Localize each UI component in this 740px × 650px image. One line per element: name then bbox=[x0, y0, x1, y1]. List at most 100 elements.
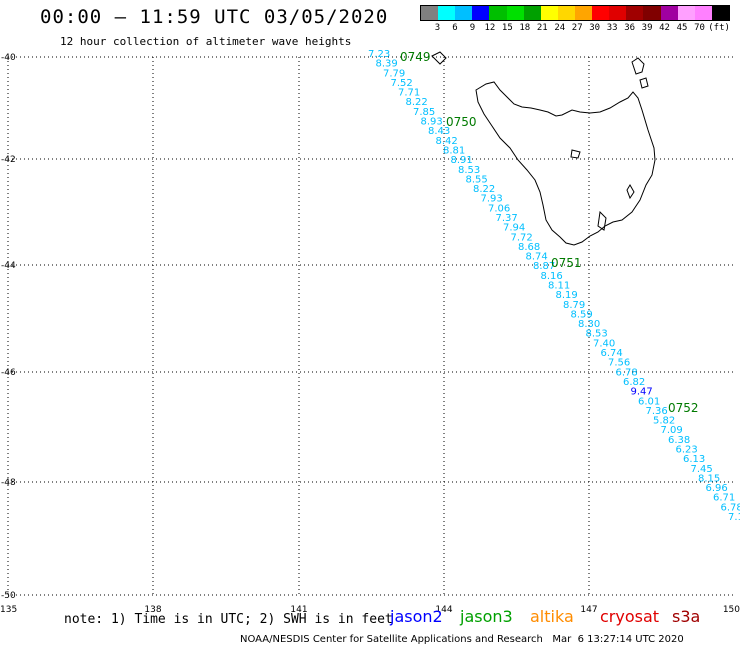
color-swatch bbox=[643, 6, 661, 20]
swh-value-label: 8.68 bbox=[518, 242, 540, 253]
latitude-label: -44 bbox=[1, 261, 16, 271]
color-swatch bbox=[711, 6, 729, 20]
legend-cryosat: cryosat bbox=[600, 607, 660, 626]
color-swatch bbox=[540, 6, 558, 20]
swh-value-label: 7.23 bbox=[368, 49, 390, 60]
swh-value-label: 6.71 bbox=[713, 493, 735, 504]
swh-value-label: 7.71 bbox=[398, 88, 420, 99]
flinders-island bbox=[631, 57, 645, 75]
color-scale-label: 39 bbox=[641, 23, 653, 33]
color-scale-label: 27 bbox=[571, 23, 583, 33]
color-scale-label: 6 bbox=[452, 23, 458, 33]
swh-value-label: 7.37 bbox=[496, 213, 518, 224]
swh-value-label: 8.22 bbox=[473, 184, 495, 195]
map-subtitle: 12 hour collection of altimeter wave hei… bbox=[60, 35, 352, 48]
swh-value-label: 7.94 bbox=[503, 223, 525, 234]
color-scale-label: 3 bbox=[434, 23, 441, 33]
swh-value-label: 6.01 bbox=[638, 396, 660, 407]
swh-value-label: 6.23 bbox=[676, 444, 698, 455]
swh-value-label: 8.39 bbox=[376, 59, 398, 70]
swh-value-label: 7.52 bbox=[391, 78, 413, 89]
credit-text: NOAA/NESDIS Center for Satellite Applica… bbox=[240, 634, 684, 645]
legend-s3a: s3a bbox=[672, 607, 701, 626]
color-scale-label: (ft) bbox=[708, 23, 730, 33]
swh-value-label: 7.06 bbox=[488, 203, 510, 214]
swh-value-label: 6.74 bbox=[601, 348, 623, 359]
swh-value-label: 6.96 bbox=[706, 483, 728, 494]
latitude-label: -50 bbox=[1, 591, 16, 601]
color-scale-swatches bbox=[420, 5, 730, 21]
swh-value-label: 8.16 bbox=[541, 271, 563, 282]
swh-value-label: 7.72 bbox=[511, 232, 533, 243]
time-labels: 0749 0750 0751 0752 bbox=[400, 50, 699, 415]
longitude-label: 138 bbox=[144, 605, 161, 615]
longitude-label: 135 bbox=[0, 605, 17, 615]
lat-lon-grid: -40 -42 -44 -46 -48 -50 135 138 141 144 147 150 bbox=[0, 53, 740, 615]
time-label: 0751 bbox=[551, 256, 582, 270]
swh-value-label: 8.15 bbox=[698, 473, 720, 484]
swh-value-label: 9.47 bbox=[631, 387, 653, 398]
swh-value-label: 7.93 bbox=[481, 194, 503, 205]
swh-value-label: 8.81 bbox=[443, 145, 465, 156]
color-swatch bbox=[694, 6, 712, 20]
bruny-island bbox=[597, 210, 607, 231]
color-swatch bbox=[626, 6, 644, 20]
swh-value-label: 8.43 bbox=[428, 126, 450, 137]
color-swatch bbox=[489, 6, 507, 20]
latitude-label: -46 bbox=[1, 368, 16, 378]
swh-value-label: 7.79 bbox=[383, 68, 405, 79]
swh-value-label: 5.82 bbox=[653, 416, 675, 427]
latitude-label: -42 bbox=[1, 155, 16, 165]
color-scale-label: 33 bbox=[606, 23, 618, 33]
swh-value-label: 6.38 bbox=[668, 435, 690, 446]
color-scale-label: 70 bbox=[694, 23, 705, 33]
color-swatch bbox=[660, 6, 678, 20]
swh-value-label: 6.78 bbox=[616, 367, 638, 378]
longitude-label: 150 bbox=[723, 605, 740, 615]
color-scale-label: 18 bbox=[519, 23, 531, 33]
color-swatch bbox=[677, 6, 695, 20]
cape-barren-island bbox=[639, 77, 649, 89]
swh-value-label: 6.82 bbox=[623, 377, 645, 388]
swh-value-label: 8.87 bbox=[533, 261, 555, 272]
swh-value-label: 8.53 bbox=[586, 329, 608, 340]
color-scale-label: 30 bbox=[589, 23, 601, 33]
color-swatch bbox=[557, 6, 575, 20]
color-scale-label: 36 bbox=[624, 23, 636, 33]
color-swatch bbox=[438, 6, 456, 20]
latitude-label: -40 bbox=[1, 53, 16, 63]
color-scale-label: 24 bbox=[554, 23, 566, 33]
swh-track: 7.238.397.797.527.718.227.858.938.438.42… bbox=[368, 49, 740, 523]
swh-value-label: 8.30 bbox=[578, 319, 600, 330]
color-scale-label: 45 bbox=[676, 23, 688, 33]
longitude-label: 144 bbox=[435, 605, 452, 615]
tasmania-mainland bbox=[475, 81, 656, 246]
color-swatch bbox=[609, 6, 627, 20]
map-title: 00:00 – 11:59 UTC 03/05/2020 bbox=[40, 6, 389, 28]
color-scale-labels: 3 6 9 12 15 18 21 24 27 30 33 36 39 42 45 70 (ft) bbox=[420, 23, 730, 33]
legend-altika: altika bbox=[530, 607, 574, 626]
swh-value-label: 7.85 bbox=[413, 107, 435, 118]
longitude-label: 141 bbox=[290, 605, 307, 615]
swh-value-label: 7.1 bbox=[728, 512, 740, 523]
latitude-label: -48 bbox=[1, 478, 16, 488]
swh-value-label: 7.36 bbox=[646, 406, 668, 417]
swh-value-label: 8.74 bbox=[526, 252, 548, 263]
color-scale-label: 12 bbox=[484, 23, 496, 33]
color-scale-label: 9 bbox=[469, 23, 476, 33]
legend-jason3: jason3 bbox=[460, 607, 513, 626]
swh-value-label: 8.91 bbox=[451, 155, 473, 166]
king-island bbox=[431, 51, 447, 65]
swh-value-label: 8.79 bbox=[563, 300, 585, 311]
swh-value-label: 8.22 bbox=[406, 97, 428, 108]
swh-value-label: 8.11 bbox=[548, 281, 570, 292]
color-scale-label: 42 bbox=[659, 23, 670, 33]
swh-value-label: 8.93 bbox=[421, 117, 443, 128]
legend-jason2: jason2 bbox=[390, 607, 443, 626]
longitude-label: 147 bbox=[580, 605, 597, 615]
color-scale-label: 21 bbox=[536, 23, 548, 33]
color-swatch bbox=[592, 6, 610, 20]
swh-value-label: 8.42 bbox=[436, 136, 458, 147]
swh-value-label: 8.53 bbox=[458, 165, 480, 176]
